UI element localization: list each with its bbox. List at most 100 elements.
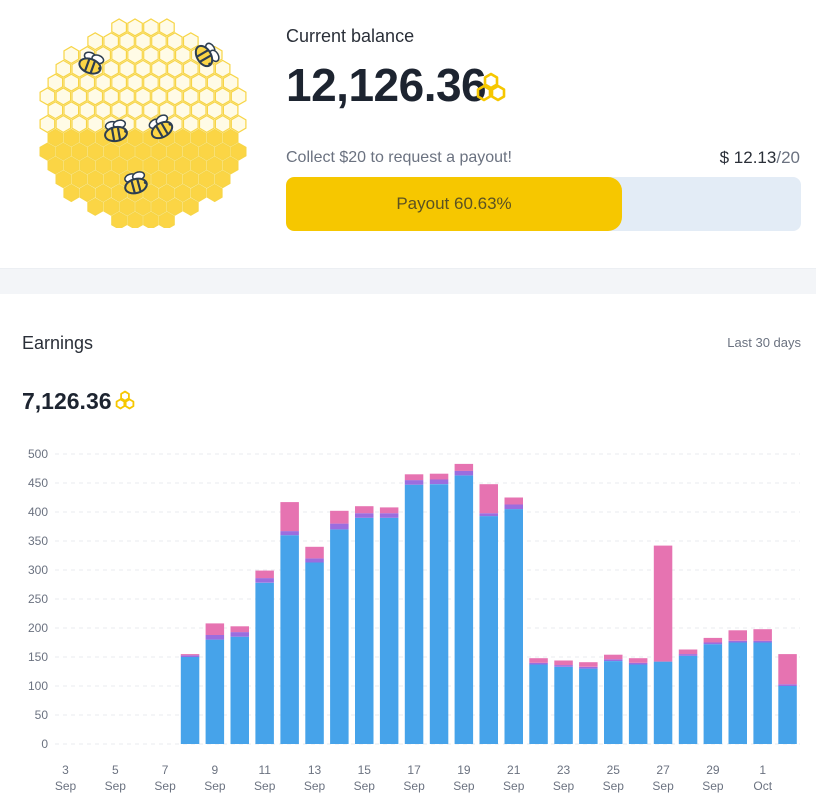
bar-segment[interactable] [529,658,548,663]
bar-segment[interactable] [703,637,723,643]
x-tick-day-label: 15 [358,763,372,777]
honeycomb-cell [175,101,191,120]
bar-segment[interactable] [479,484,499,514]
bar-segment[interactable] [355,513,374,518]
bar-segment[interactable] [379,513,399,518]
bar-segment[interactable] [678,654,698,656]
honeycomb-cell [214,142,231,161]
bar-segment[interactable] [778,684,797,686]
honeycomb-cell [63,73,80,92]
bar-segment[interactable] [305,562,324,745]
bar-segment[interactable] [628,658,648,663]
honeycomb-cell [63,156,80,175]
bar-segment[interactable] [280,535,299,744]
bar-segment[interactable] [330,510,349,524]
bar-segment[interactable] [579,668,598,744]
bar-segment[interactable] [180,657,200,744]
bar-segment[interactable] [305,558,324,563]
honeycomb-cell [159,183,175,203]
bar-segment[interactable] [504,509,524,744]
bar-segment[interactable] [429,479,449,485]
bar-segment[interactable] [604,661,623,744]
bar-segment[interactable] [604,654,623,660]
bar-segment[interactable] [479,516,499,744]
bar-segment[interactable] [404,480,424,485]
bar-segment[interactable] [579,666,598,669]
honeycomb-cell [79,183,96,203]
bar-segment[interactable] [230,636,250,744]
x-tick-month-label: Sep [154,779,176,793]
y-tick-label: 150 [28,650,48,664]
bar-segment[interactable] [678,655,698,744]
bar-segment[interactable] [180,654,200,656]
bar-segment[interactable] [230,632,250,637]
bar-segment[interactable] [653,661,673,744]
honeycomb-cell [198,114,215,134]
honeycomb-cell [222,128,239,147]
honeycomb-cell [159,45,175,65]
bar-segment[interactable] [330,529,349,744]
bar-segment[interactable] [255,578,274,583]
bar-segment[interactable] [404,484,424,744]
bar-segment[interactable] [728,630,748,641]
honeycomb-cell [63,45,80,65]
earnings-range-selector[interactable]: Last 30 days [727,335,801,350]
bar-segment[interactable] [230,626,250,633]
honeycomb-cell [206,73,223,92]
bar-segment[interactable] [454,475,474,745]
honeycomb-cell [111,18,128,37]
bar-segment[interactable] [355,506,374,514]
bar-segment[interactable] [554,666,573,744]
bar-segment[interactable] [653,545,673,662]
bar-segment[interactable] [255,582,274,744]
bar-segment[interactable] [529,664,548,745]
bar-segment[interactable] [728,640,748,643]
bar-segment[interactable] [429,473,449,480]
bar-segment[interactable] [205,635,225,640]
honeycomb-cell [222,156,239,175]
bar-segment[interactable] [753,642,772,745]
bar-segment[interactable] [703,642,723,645]
honeycomb-cell [230,87,247,106]
bar-segment[interactable] [255,570,274,579]
honeycomb-cell [87,142,104,161]
bar-segment[interactable] [579,662,598,667]
bar-segment[interactable] [628,662,648,665]
bar-segment[interactable] [753,640,772,643]
bar-segment[interactable] [280,502,299,532]
bar-segment[interactable] [429,484,449,744]
bar-segment[interactable] [604,659,623,661]
bar-segment[interactable] [703,644,723,744]
bar-segment[interactable] [554,665,573,667]
honeycomb-cell [167,87,183,106]
x-tick-day-label: 27 [656,763,670,777]
bar-segment[interactable] [678,649,698,655]
honeycomb-cell [71,170,88,189]
bar-segment[interactable] [205,623,225,635]
bar-segment[interactable] [728,642,748,745]
bar-segment[interactable] [454,470,474,476]
bar-segment[interactable] [778,686,797,744]
honeycomb-cell [143,211,159,228]
bar-segment[interactable] [355,517,374,744]
bar-segment[interactable] [280,531,299,536]
bar-segment[interactable] [529,662,548,665]
bar-segment[interactable] [305,546,324,559]
bar-segment[interactable] [479,513,499,517]
bar-segment[interactable] [454,463,474,471]
bar-segment[interactable] [404,474,424,481]
bar-segment[interactable] [379,507,399,514]
bar-segment[interactable] [628,664,648,745]
bar-segment[interactable] [205,639,225,744]
honeycomb-cell [151,59,167,78]
bar-segment[interactable] [379,517,399,744]
honeycomb-cell [151,87,167,106]
honeycomb-icon [476,72,506,102]
bar-segment[interactable] [778,654,797,685]
bar-segment[interactable] [753,629,772,641]
bar-segment[interactable] [554,660,573,666]
bar-segment[interactable] [330,523,349,530]
bar-segment[interactable] [504,497,524,505]
bar-segment[interactable] [180,655,200,657]
bar-segment[interactable] [504,504,524,510]
